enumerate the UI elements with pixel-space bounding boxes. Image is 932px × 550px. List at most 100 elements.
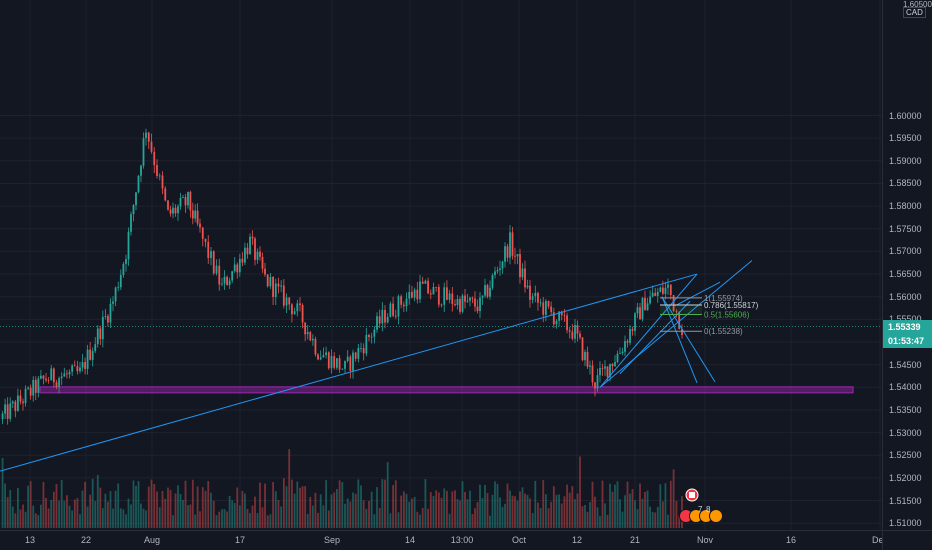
volume-bar bbox=[272, 482, 274, 528]
volume-bar bbox=[314, 492, 317, 528]
time-axis[interactable]: 13 22 Aug 17 Sep 14 13:00 Oct 12 21 Nov 16 Dec bbox=[0, 530, 888, 550]
volume-bar bbox=[654, 512, 657, 528]
candle-body bbox=[378, 316, 381, 324]
price-tick-label: 1.53000 bbox=[889, 427, 922, 438]
currency-label[interactable]: CAD bbox=[903, 7, 926, 18]
candle-body bbox=[189, 191, 192, 211]
volume-bar bbox=[280, 506, 283, 528]
candle-body bbox=[581, 337, 584, 361]
volume-bar bbox=[394, 480, 397, 528]
volume-bar bbox=[140, 503, 142, 528]
candle-body bbox=[266, 274, 269, 287]
volume-bar bbox=[117, 483, 120, 528]
fib-retracement[interactable]: 1(1.55974)0.786(1.55817)0.5(1.55606) 0(1.… bbox=[660, 294, 759, 336]
volume-bar bbox=[621, 511, 624, 528]
volume-bar bbox=[484, 484, 486, 528]
volume-bar bbox=[550, 501, 553, 528]
volume-bar bbox=[581, 506, 584, 528]
candle-body bbox=[1, 413, 4, 420]
volume-bar bbox=[624, 495, 626, 528]
candle-body bbox=[634, 313, 636, 331]
volume-bar bbox=[319, 494, 322, 528]
candle-body bbox=[611, 363, 614, 367]
candle-body bbox=[241, 258, 244, 263]
volume-bar bbox=[408, 501, 411, 528]
candle-body bbox=[529, 285, 531, 300]
chart-pane[interactable]: 1(1.55974) 0.786(1.55817) 0.5(1.55606) 0(1.… bbox=[0, 0, 882, 530]
volume-bar bbox=[167, 487, 169, 528]
volume-bar bbox=[631, 489, 634, 528]
volume-bar bbox=[360, 485, 362, 528]
volume-bar bbox=[47, 508, 50, 528]
trend-lines[interactable] bbox=[0, 260, 753, 472]
price-tick-label: 1.57500 bbox=[889, 223, 922, 234]
candle-body bbox=[215, 265, 218, 274]
volume-bar bbox=[130, 504, 132, 528]
price-axis[interactable]: 1.60500 CAD 1.60000 1.59500 1.59000 1.58500… bbox=[882, 0, 932, 530]
volume-bar bbox=[427, 508, 429, 528]
candle-body bbox=[544, 301, 547, 315]
support-zone[interactable] bbox=[39, 386, 854, 394]
volume-bar bbox=[66, 495, 68, 528]
candle-body bbox=[84, 362, 86, 369]
volume-bar bbox=[228, 495, 231, 528]
candle-body bbox=[218, 265, 221, 285]
candle-body bbox=[649, 296, 652, 304]
volume-bar bbox=[405, 493, 408, 528]
volume-bar bbox=[539, 508, 542, 528]
candle-body bbox=[656, 291, 659, 296]
volume-bar bbox=[531, 513, 534, 528]
candle-body bbox=[594, 382, 596, 389]
volume-bar bbox=[145, 510, 147, 528]
candle-body bbox=[558, 311, 561, 321]
candle-body bbox=[191, 210, 194, 219]
candle-body bbox=[39, 375, 42, 379]
candle-body bbox=[246, 247, 249, 255]
candle-body bbox=[156, 165, 158, 177]
volume-bar bbox=[282, 478, 285, 528]
volume-bar bbox=[489, 515, 491, 528]
volume-bar bbox=[435, 490, 438, 528]
candle-body bbox=[571, 331, 574, 339]
candle-body bbox=[499, 268, 501, 271]
candle-body bbox=[172, 207, 174, 214]
fib-level-label: 0.5(1.55606) bbox=[704, 311, 750, 320]
price-tick-label: 1.55500 bbox=[889, 314, 922, 324]
candle-body bbox=[187, 191, 189, 206]
price-tick-label: 1.51500 bbox=[889, 495, 922, 506]
candle-body bbox=[94, 344, 97, 352]
candle-body bbox=[574, 325, 576, 339]
candle-body bbox=[386, 316, 389, 323]
candle-body bbox=[416, 289, 419, 300]
volume-bar bbox=[644, 492, 646, 528]
candle-body bbox=[238, 258, 241, 273]
volume-bar bbox=[411, 498, 413, 528]
volume-bar bbox=[226, 511, 228, 528]
volume-bar bbox=[16, 488, 19, 528]
time-tick-label: 16 bbox=[785, 535, 797, 545]
candle-body bbox=[516, 254, 519, 257]
volume-bar bbox=[365, 508, 368, 528]
volume-bar bbox=[215, 515, 218, 528]
candle-body bbox=[101, 316, 104, 340]
candle-body bbox=[639, 307, 641, 320]
volume-bar bbox=[591, 481, 594, 528]
candle-body bbox=[9, 403, 12, 419]
volume-bar bbox=[201, 487, 204, 528]
candle-body bbox=[555, 320, 558, 325]
volume-bar bbox=[86, 506, 89, 528]
candle-body bbox=[52, 368, 55, 383]
volume-bar bbox=[537, 502, 539, 528]
volume-bar bbox=[55, 483, 58, 528]
candle-body bbox=[514, 255, 516, 257]
time-tick-label: 21 bbox=[629, 535, 641, 545]
volume-bar bbox=[322, 505, 325, 528]
price-chart[interactable]: 1(1.55974)0.786(1.55817)0.5(1.55606) 0(1.… bbox=[0, 0, 882, 530]
candle-body bbox=[352, 352, 354, 371]
volume-bar bbox=[317, 512, 319, 528]
volume-bar bbox=[221, 509, 223, 528]
volume-bar bbox=[443, 488, 446, 528]
candle-body bbox=[204, 238, 207, 242]
candle-body bbox=[619, 353, 621, 354]
